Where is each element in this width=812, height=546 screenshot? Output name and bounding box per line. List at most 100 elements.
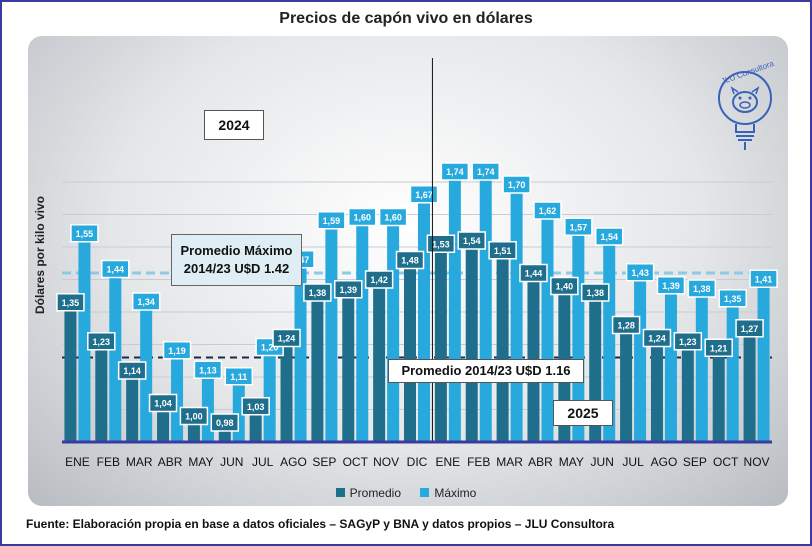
x-tick-label: ENE xyxy=(436,455,461,469)
legend-swatch-promedio xyxy=(335,488,345,497)
legend: Promedio Máximo xyxy=(0,486,812,500)
data-label-promedio: 1,00 xyxy=(185,412,203,422)
data-label-box-maximo xyxy=(749,269,778,288)
data-label-promedio: 1,39 xyxy=(339,285,357,295)
data-label-promedio: 1,35 xyxy=(62,298,80,308)
source-note: Fuente: Elaboración propia en base a dat… xyxy=(26,517,615,531)
bar-maximo xyxy=(695,286,708,442)
data-label-box-promedio xyxy=(210,413,240,432)
promedio-box: Promedio 2014/23 U$D 1.16 xyxy=(388,359,584,383)
bar-maximo xyxy=(664,282,677,442)
bar-maximo xyxy=(479,169,492,442)
bar-maximo xyxy=(757,276,770,442)
data-label-promedio: 1,21 xyxy=(710,343,728,353)
data-label-maximo: 1,59 xyxy=(323,216,341,226)
data-label-box-promedio xyxy=(364,270,394,289)
bar-maximo xyxy=(387,214,400,442)
bar-promedio xyxy=(373,273,386,442)
x-tick-label: SEP xyxy=(683,455,707,469)
x-tick-label: MAY xyxy=(188,455,213,469)
legend-swatch-maximo xyxy=(420,488,430,497)
bar-promedio xyxy=(712,341,725,442)
bar-promedio xyxy=(434,237,447,442)
bar-promedio xyxy=(527,266,540,442)
bar-maximo xyxy=(510,182,523,442)
data-label-promedio: 1,28 xyxy=(617,321,635,331)
data-label-box-promedio xyxy=(457,231,486,250)
bar-maximo xyxy=(418,191,430,442)
bar-promedio xyxy=(64,295,77,442)
x-tick-label: MAR xyxy=(126,455,153,469)
x-tick-label: OCT xyxy=(713,455,739,469)
bar-promedio xyxy=(681,334,694,442)
x-tick-label: JUL xyxy=(252,455,274,469)
bar-maximo xyxy=(109,266,122,442)
data-label-box-promedio xyxy=(580,283,610,302)
data-label-promedio: 1,23 xyxy=(93,337,111,347)
data-label-promedio: 1,51 xyxy=(494,246,512,256)
data-label-box-promedio xyxy=(272,328,301,348)
x-tick-label: MAR xyxy=(496,455,523,469)
data-label-box-promedio xyxy=(241,397,270,416)
data-label-box-maximo xyxy=(718,289,747,308)
data-label-box-promedio xyxy=(334,280,363,299)
bar-maximo xyxy=(448,169,461,442)
data-label-box-promedio xyxy=(611,315,641,335)
data-label-box-maximo xyxy=(378,207,408,227)
data-label-box-promedio xyxy=(519,263,548,283)
data-label-box-maximo xyxy=(502,175,531,194)
data-label-promedio: 0,98 xyxy=(216,418,234,428)
x-tick-label: NOV xyxy=(373,455,399,469)
data-label-maximo: 1,62 xyxy=(539,206,557,216)
data-label-box-maximo xyxy=(162,341,192,360)
data-label-promedio: 1,27 xyxy=(741,324,759,334)
data-label-box-maximo xyxy=(317,211,346,230)
data-label-box-maximo xyxy=(224,367,254,386)
legend-item-maximo: Máximo xyxy=(420,486,476,500)
data-label-box-promedio xyxy=(673,332,703,351)
data-label-maximo: 1,60 xyxy=(384,213,402,223)
bar-maximo xyxy=(325,217,338,442)
data-label-promedio: 1,53 xyxy=(432,239,450,249)
bar-maximo xyxy=(541,208,554,442)
x-tick-label: SEP xyxy=(312,455,336,469)
bar-maximo xyxy=(78,230,91,442)
data-label-box-promedio xyxy=(395,250,425,270)
x-tick-label: JUN xyxy=(591,455,614,469)
data-label-box-maximo xyxy=(625,263,655,282)
data-label-maximo: 1,43 xyxy=(631,268,649,278)
data-label-box-maximo xyxy=(409,185,439,204)
data-label-box-promedio xyxy=(179,406,209,426)
bar-promedio xyxy=(404,253,416,442)
x-tick-label: NOV xyxy=(744,455,770,469)
data-label-maximo: 1,19 xyxy=(168,346,186,356)
data-label-promedio: 1,40 xyxy=(556,282,574,292)
x-tick-label: JUN xyxy=(220,455,243,469)
data-label-maximo: 1,67 xyxy=(415,190,433,200)
x-tick-label: FEB xyxy=(467,455,490,469)
bar-promedio xyxy=(496,243,509,442)
data-label-box-maximo xyxy=(564,217,593,236)
data-label-box-promedio xyxy=(303,283,332,302)
data-label-box-promedio xyxy=(148,393,178,413)
bar-promedio xyxy=(126,364,139,442)
data-label-maximo: 1,44 xyxy=(107,265,125,275)
data-label-promedio: 1,38 xyxy=(586,288,604,298)
data-label-box-promedio xyxy=(87,332,116,351)
data-label-maximo: 1,20 xyxy=(261,343,279,353)
data-label-maximo: 1,74 xyxy=(446,167,464,177)
data-label-box-promedio xyxy=(642,328,672,348)
data-label-maximo: 1,70 xyxy=(508,180,526,190)
bar-promedio xyxy=(311,286,324,442)
x-tick-label: AGO xyxy=(651,455,678,469)
data-label-box-promedio xyxy=(426,234,456,253)
bar-maximo xyxy=(356,214,369,442)
x-tick-label: ABR xyxy=(158,455,183,469)
data-label-promedio: 1,23 xyxy=(679,337,697,347)
x-tick-label: JUL xyxy=(622,455,644,469)
data-label-maximo: 1,35 xyxy=(724,294,742,304)
x-tick-label: DIC xyxy=(407,455,428,469)
data-label-maximo: 1,39 xyxy=(662,281,680,291)
data-label-box-maximo xyxy=(70,224,99,243)
